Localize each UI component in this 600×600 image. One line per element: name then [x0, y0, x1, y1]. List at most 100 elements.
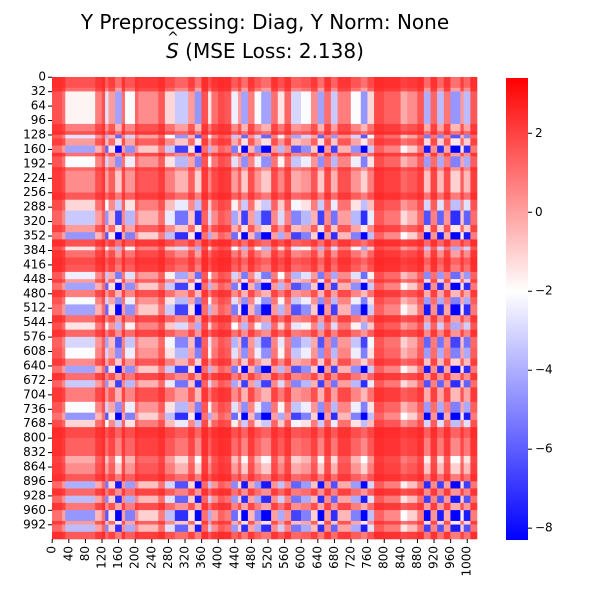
heatmap-block	[384, 210, 401, 226]
heatmap-block	[52, 123, 63, 132]
y-tick-label: 768	[23, 416, 46, 430]
heatmap-block	[241, 77, 249, 89]
heatmap-block	[437, 380, 445, 388]
heatmap-block	[374, 365, 385, 374]
heatmap-block	[135, 531, 139, 540]
heatmap-block	[194, 232, 202, 240]
heatmap-block	[271, 502, 279, 511]
heatmap-block	[138, 134, 159, 139]
heatmap-block	[284, 531, 292, 540]
heatmap-block	[437, 495, 445, 504]
heatmap-block	[317, 224, 325, 233]
heatmap-block	[231, 520, 239, 525]
heatmap-block	[350, 77, 362, 89]
heatmap-block	[374, 372, 385, 381]
heatmap-block	[443, 289, 451, 298]
heatmap-block	[121, 524, 126, 533]
heatmap-block	[407, 419, 418, 428]
heatmap-block	[450, 419, 461, 428]
heatmap-block	[324, 134, 332, 139]
heatmap-block	[317, 145, 325, 154]
heatmap-block	[125, 123, 136, 132]
heatmap-block	[360, 250, 368, 258]
heatmap-block	[237, 455, 242, 464]
heatmap-block	[470, 387, 478, 403]
heatmap-block	[211, 297, 219, 305]
heatmap-block	[443, 282, 451, 291]
heatmap-block	[460, 152, 465, 157]
heatmap-block	[211, 271, 219, 280]
heatmap-block	[463, 246, 471, 251]
heatmap-block	[174, 239, 189, 247]
heatmap-block	[125, 372, 136, 381]
heatmap-block	[247, 336, 255, 349]
heatmap-block	[374, 123, 385, 132]
heatmap-block	[125, 495, 136, 504]
heatmap-block	[271, 77, 279, 89]
heatmap-block	[201, 358, 209, 367]
heatmap-block	[450, 156, 461, 168]
heatmap-block	[350, 279, 362, 284]
heatmap-block	[52, 167, 63, 172]
heatmap-block	[224, 502, 232, 511]
heatmap-block	[65, 123, 96, 132]
heatmap-block	[224, 289, 232, 298]
heatmap-block	[384, 199, 401, 211]
heatmap-block	[317, 232, 325, 240]
heatmap-block	[367, 282, 375, 291]
heatmap-block	[174, 170, 189, 193]
heatmap-block	[138, 474, 159, 482]
heatmap-block	[284, 329, 292, 338]
heatmap-block	[367, 329, 375, 338]
heatmap-block	[61, 531, 66, 540]
heatmap-block	[188, 304, 196, 316]
heatmap-block	[254, 246, 262, 251]
heatmap-block	[301, 372, 312, 381]
heatmap-block	[201, 347, 209, 359]
heatmap-block	[218, 282, 225, 291]
y-tick-label: 256	[23, 185, 46, 199]
heatmap-block	[437, 437, 445, 457]
heatmap-block	[105, 365, 109, 374]
heatmap-block	[65, 329, 96, 338]
heatmap-block	[65, 91, 96, 125]
heatmap-block	[125, 131, 136, 136]
heatmap-block	[105, 239, 109, 247]
heatmap-block	[208, 322, 212, 330]
heatmap-block	[188, 232, 196, 240]
heatmap-block	[224, 419, 232, 428]
heatmap-block	[374, 271, 385, 280]
heatmap-block	[105, 257, 109, 265]
heatmap-block	[271, 282, 279, 291]
heatmap-block	[291, 488, 302, 496]
heatmap-block	[277, 87, 285, 92]
heatmap-block	[443, 437, 451, 457]
heatmap-block	[201, 481, 209, 489]
heatmap-block	[350, 239, 362, 247]
heatmap-block	[450, 167, 461, 172]
heatmap-block	[158, 427, 166, 439]
heatmap-block	[138, 531, 159, 540]
heatmap-block	[188, 87, 196, 92]
heatmap-block	[301, 488, 312, 496]
heatmap-block	[208, 401, 212, 413]
heatmap-block	[337, 167, 352, 172]
heatmap-block	[108, 380, 116, 388]
heatmap-block	[208, 264, 212, 273]
heatmap-block	[360, 77, 368, 89]
heatmap-block	[108, 246, 116, 251]
heatmap-block	[231, 322, 239, 330]
heatmap-block	[108, 239, 116, 247]
heatmap-block	[317, 502, 325, 511]
heatmap-block	[95, 474, 103, 482]
heatmap-block	[135, 297, 139, 305]
heatmap-block	[450, 279, 461, 284]
colorbar	[506, 78, 528, 540]
heatmap-block	[254, 199, 262, 211]
heatmap-block	[324, 474, 332, 482]
heatmap-block	[105, 437, 109, 457]
heatmap-block	[374, 239, 385, 247]
heatmap-block	[158, 380, 166, 388]
heatmap-block	[211, 77, 219, 89]
heatmap-block	[460, 297, 465, 305]
